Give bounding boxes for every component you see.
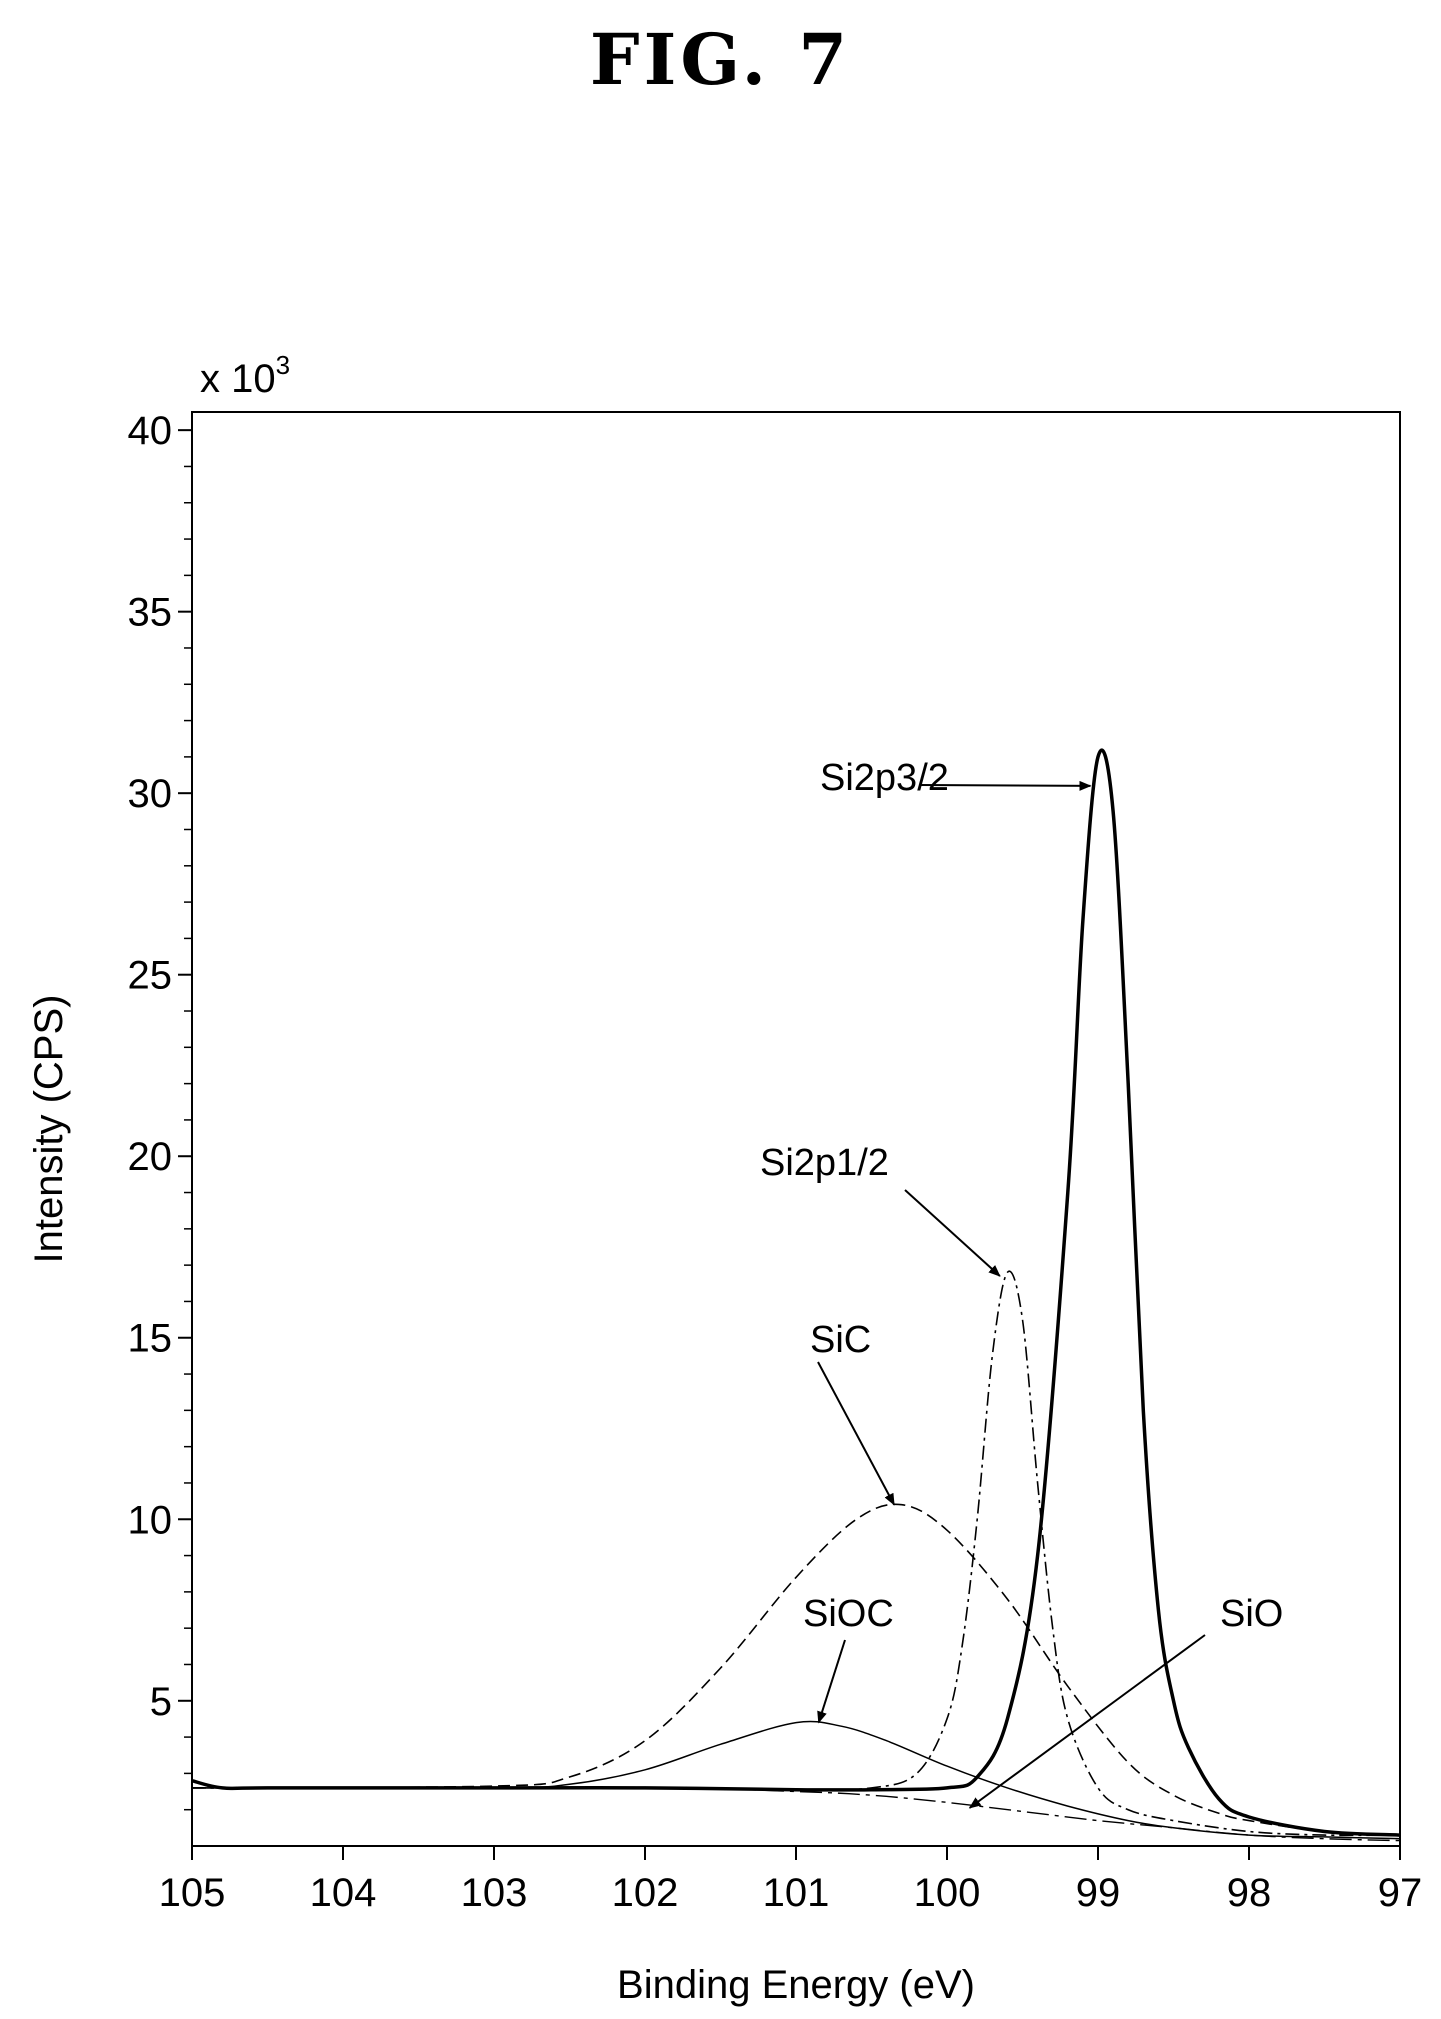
y-multiplier-label: x 103 — [200, 350, 290, 401]
annotation-arrow-sioc — [817, 1639, 846, 1724]
x-tick-label: 99 — [1076, 1871, 1121, 1915]
annotation-label-sioc: SiOC — [803, 1593, 894, 1635]
annotations-group: Si2p3/2 Si2p1/2 SiC SiOC SiO — [760, 757, 1283, 1809]
y-ticks: 5 10 15 20 25 30 35 40 — [128, 409, 192, 1724]
y-tick-label: 20 — [128, 1135, 173, 1179]
y-tick-label: 40 — [128, 409, 173, 453]
y-tick-label: 35 — [128, 591, 173, 635]
x-tick-label: 103 — [461, 1871, 528, 1915]
x-tick-label: 101 — [763, 1871, 830, 1915]
figure-title: FIG. 7 — [589, 18, 852, 101]
annotation-arrow-sic — [817, 1361, 896, 1506]
annotation-arrow-si2p3-2 — [919, 780, 1092, 791]
y-tick-label: 10 — [128, 1498, 173, 1542]
annotation-arrow-si2p1-2 — [904, 1189, 1001, 1277]
annotation-label-si2p3-2: Si2p3/2 — [820, 757, 949, 799]
y-tick-label: 30 — [128, 772, 173, 816]
series-line-si2p1-2 — [191, 1270, 1401, 1837]
y-tick-label: 15 — [128, 1317, 173, 1361]
series-line-sioc — [191, 1720, 1401, 1840]
annotation-label-sio: SiO — [1220, 1593, 1283, 1635]
annotation-label-sic: SiC — [810, 1319, 871, 1361]
x-tick-label: 105 — [159, 1871, 226, 1915]
annotation-label-si2p1-2: Si2p1/2 — [760, 1142, 889, 1184]
x-tick-label: 97 — [1378, 1871, 1423, 1915]
y-minor-ticks — [184, 465, 192, 1811]
series-line-si2p3-2 — [191, 748, 1401, 1837]
x-tick-label: 104 — [310, 1871, 377, 1915]
x-tick-label: 102 — [612, 1871, 679, 1915]
y-tick-label: 5 — [150, 1680, 172, 1724]
y-tick-label: 25 — [128, 954, 173, 998]
plot-frame — [191, 411, 1401, 1847]
annotation-arrow-sio — [968, 1634, 1206, 1809]
series-group — [191, 748, 1401, 1842]
x-tick-label: 98 — [1227, 1871, 1272, 1915]
y-axis-title: Intensity (CPS) — [27, 995, 71, 1264]
x-ticks: 105 104 103 102 101 100 99 98 97 — [159, 1846, 1423, 1915]
x-axis-title: Binding Energy (eV) — [617, 1963, 975, 2007]
series-line-sic — [191, 1503, 1401, 1836]
x-tick-label: 100 — [914, 1871, 981, 1915]
series-line-sio — [191, 1786, 1401, 1842]
